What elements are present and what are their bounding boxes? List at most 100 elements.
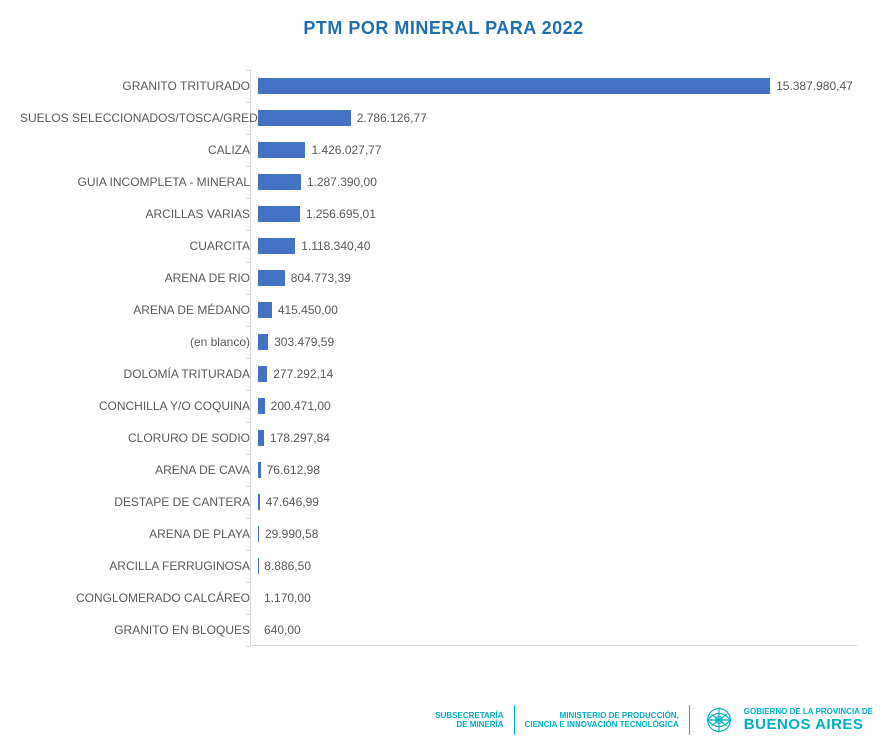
bar xyxy=(258,142,305,158)
bar xyxy=(258,302,272,318)
category-label: (en blanco) xyxy=(20,335,258,349)
page: PTM POR MINERAL PARA 2022 GRANITO TRITUR… xyxy=(0,0,887,747)
bar xyxy=(258,398,265,414)
bar xyxy=(258,494,260,510)
category-label: ARCILLAS VARIAS xyxy=(20,207,258,221)
value-label: 640,00 xyxy=(264,623,301,637)
province-crest-icon xyxy=(700,701,738,739)
category-label: CUARCITA xyxy=(20,239,258,253)
footer-gov: GOBIERNO DE LA PROVINCIA DE BUENOS AIRES xyxy=(700,701,873,739)
bar-row: CONGLOMERADO CALCÁREO 1.170,00 xyxy=(20,582,857,614)
value-label: 76.612,98 xyxy=(267,463,320,477)
bar xyxy=(258,334,268,350)
value-label: 415.450,00 xyxy=(278,303,338,317)
category-label: SUELOS SELECCIONADOS/TOSCA/GREDA xyxy=(20,111,258,125)
bar-track: 804.773,39 xyxy=(258,262,857,294)
footer-org2-line2: CIENCIA E INNOVACIÓN TECNOLÓGICA xyxy=(525,720,679,729)
value-label: 1.287.390,00 xyxy=(307,175,377,189)
bar-row: GUIA INCOMPLETA - MINERAL 1.287.390,00 xyxy=(20,166,857,198)
value-label: 8.886,50 xyxy=(264,559,311,573)
bar-row: CONCHILLA Y/O COQUINA 200.471,00 xyxy=(20,390,857,422)
category-label: ARENA DE PLAYA xyxy=(20,527,258,541)
bar xyxy=(258,366,267,382)
category-label: GRANITO TRITURADO xyxy=(20,79,258,93)
bar-track: 29.990,58 xyxy=(258,518,857,550)
chart-plot: GRANITO TRITURADO 15.387.980,47 SUELOS SEL… xyxy=(20,70,857,646)
bar-row: GRANITO EN BLOQUES 640,00 xyxy=(20,614,857,646)
category-label: ARCILLA FERRUGINOSA xyxy=(20,559,258,573)
bar-row: CUARCITA 1.118.340,40 xyxy=(20,230,857,262)
y-tick xyxy=(245,646,250,647)
category-label: GRANITO EN BLOQUES xyxy=(20,623,258,637)
category-label: CLORURO DE SODIO xyxy=(20,431,258,445)
bar-track: 303.479,59 xyxy=(258,326,857,358)
bar xyxy=(258,526,259,542)
value-label: 200.471,00 xyxy=(271,399,331,413)
bar-row: ARCILLAS VARIAS 1.256.695,01 xyxy=(20,198,857,230)
bar-track: 277.292,14 xyxy=(258,358,857,390)
bar-track: 640,00 xyxy=(258,614,857,646)
bar-track: 76.612,98 xyxy=(258,454,857,486)
footer-separator xyxy=(689,705,690,735)
footer-org1-line1: SUBSECRETARÍA xyxy=(435,711,503,720)
footer-org2-line1: MINISTERIO DE PRODUCCIÓN, xyxy=(525,711,679,720)
footer-org2: MINISTERIO DE PRODUCCIÓN, CIENCIA E INNO… xyxy=(525,711,679,729)
bar-track: 1.170,00 xyxy=(258,582,857,614)
value-label: 29.990,58 xyxy=(265,527,318,541)
value-label: 1.426.027,77 xyxy=(311,143,381,157)
bar-row: ARCILLA FERRUGINOSA 8.886,50 xyxy=(20,550,857,582)
value-label: 1.256.695,01 xyxy=(306,207,376,221)
category-label: CONCHILLA Y/O COQUINA xyxy=(20,399,258,413)
category-label: DOLOMÍA TRITURADA xyxy=(20,367,258,381)
bar xyxy=(258,174,301,190)
footer-gov-line2: BUENOS AIRES xyxy=(744,716,873,733)
bar-row: CALIZA 1.426.027,77 xyxy=(20,134,857,166)
bar-track: 415.450,00 xyxy=(258,294,857,326)
bar-track: 1.118.340,40 xyxy=(258,230,857,262)
bar xyxy=(258,238,295,254)
bar-row: CLORURO DE SODIO 178.297,84 xyxy=(20,422,857,454)
bar-track: 15.387.980,47 xyxy=(258,70,857,102)
category-label: ARENA DE CAVA xyxy=(20,463,258,477)
bar-row: (en blanco) 303.479,59 xyxy=(20,326,857,358)
value-label: 277.292,14 xyxy=(273,367,333,381)
bar-track: 1.426.027,77 xyxy=(258,134,857,166)
bar-track: 2.786.126,77 xyxy=(258,102,857,134)
bar-row: DESTAPE DE CANTERA47.646,99 xyxy=(20,486,857,518)
category-label: CALIZA xyxy=(20,143,258,157)
value-label: 303.479,59 xyxy=(274,335,334,349)
bar xyxy=(258,78,770,94)
value-label: 47.646,99 xyxy=(266,495,319,509)
bar-track: 1.256.695,01 xyxy=(258,198,857,230)
bar-row: ARENA DE PLAYA 29.990,58 xyxy=(20,518,857,550)
chart-area: GRANITO TRITURADO 15.387.980,47 SUELOS SEL… xyxy=(20,58,857,667)
footer-org1-line2: DE MINERÍA xyxy=(435,720,503,729)
chart-title: PTM POR MINERAL PARA 2022 xyxy=(0,0,887,39)
category-label: GUIA INCOMPLETA - MINERAL xyxy=(20,175,258,189)
footer-gov-text: GOBIERNO DE LA PROVINCIA DE BUENOS AIRES xyxy=(744,707,873,733)
bar-row: GRANITO TRITURADO 15.387.980,47 xyxy=(20,70,857,102)
bar-row: DOLOMÍA TRITURADA 277.292,14 xyxy=(20,358,857,390)
value-label: 1.118.340,40 xyxy=(301,239,370,253)
bar-row: ARENA DE MÉDANO 415.450,00 xyxy=(20,294,857,326)
bar-track: 200.471,00 xyxy=(258,390,857,422)
value-label: 2.786.126,77 xyxy=(357,111,427,125)
bar xyxy=(258,430,264,446)
value-label: 178.297,84 xyxy=(270,431,330,445)
bar xyxy=(258,110,351,126)
bar-row: SUELOS SELECCIONADOS/TOSCA/GREDA 2.786.12… xyxy=(20,102,857,134)
footer-gov-line1: GOBIERNO DE LA PROVINCIA DE xyxy=(744,707,873,716)
bar-track: 8.886,50 xyxy=(258,550,857,582)
bar-track: 1.287.390,00 xyxy=(258,166,857,198)
value-label: 1.170,00 xyxy=(264,591,311,605)
bar-row: ARENA DE RIO804.773,39 xyxy=(20,262,857,294)
category-label: ARENA DE MÉDANO xyxy=(20,303,258,317)
bar-track: 47.646,99 xyxy=(258,486,857,518)
footer-org1: SUBSECRETARÍA DE MINERÍA xyxy=(435,711,503,729)
category-label: CONGLOMERADO CALCÁREO xyxy=(20,591,258,605)
bar xyxy=(258,206,300,222)
bar-track: 178.297,84 xyxy=(258,422,857,454)
bar xyxy=(258,270,285,286)
value-label: 15.387.980,47 xyxy=(776,79,853,93)
bar xyxy=(258,462,261,478)
